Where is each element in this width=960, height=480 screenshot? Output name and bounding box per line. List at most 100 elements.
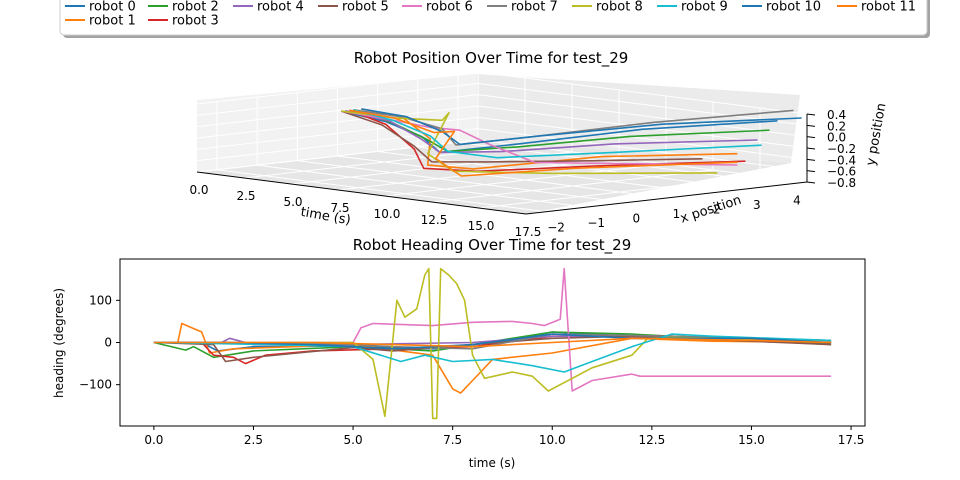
position-xtick-label: 0.0 <box>189 183 208 197</box>
position-ytick-label: 2 <box>713 202 721 216</box>
position-line-robot-7 <box>353 109 794 146</box>
heading-xtick-label: 10.0 <box>539 433 566 447</box>
position-ytick-label: 4 <box>793 193 801 207</box>
legend-label: robot 1 <box>89 14 136 29</box>
legend-label: robot 4 <box>257 0 304 15</box>
floor-pane <box>197 140 791 214</box>
position-ztick-label: −0.6 <box>827 165 856 179</box>
position-xtick-label: 12.5 <box>421 213 448 227</box>
z-tick-mark <box>806 147 816 150</box>
legend-label: robot 5 <box>342 0 389 15</box>
position-xtick-label: 10.0 <box>374 207 401 221</box>
position-xtick-label: 17.5 <box>515 225 542 239</box>
axis-ticks-3d: 0.0 2.5 5.0 7.5 10.0 12.5 15.0 17.5 −2 −1 0 1 2 3 4 0.4… <box>189 108 856 239</box>
legend-label: robot 7 <box>511 0 558 15</box>
heading-lines <box>153 267 832 420</box>
legend-label: robot 11 <box>861 0 916 15</box>
position-xtick-label: 7.5 <box>330 201 349 215</box>
legend-frame <box>59 0 928 36</box>
position-line-robot-11 <box>349 109 738 177</box>
grid-line-z <box>196 116 808 160</box>
heading-ytick-label: −100 <box>79 378 112 392</box>
position-xtick-label: 5.0 <box>283 195 302 209</box>
position-xtick-label: 15.0 <box>468 219 495 233</box>
heading-line-robot-5 <box>153 335 832 363</box>
heading-line-robot-7 <box>153 333 832 350</box>
legend-label: robot 6 <box>426 0 473 15</box>
heading-line-robot-11 <box>153 337 832 348</box>
legend-item-robot-0: robot 0 <box>65 0 136 15</box>
heading-line-robot-8 <box>153 267 832 420</box>
legend-item-robot-7: robot 7 <box>487 0 558 15</box>
z-tick-mark <box>806 113 816 116</box>
position-chart: Robot Position Over Time for test_29 0.0… <box>189 49 889 239</box>
z-tick-mark <box>806 136 816 139</box>
legend-item-robot-2: robot 2 <box>148 0 219 15</box>
heading-chart-title: Robot Heading Over Time for test_29 <box>353 236 632 255</box>
position-line-robot-5 <box>341 110 703 163</box>
grid-line-z <box>196 82 808 126</box>
legend-item-robot-3: robot 3 <box>148 14 219 29</box>
position-ytick-label: −2 <box>547 221 565 235</box>
heading-ytick-label: 100 <box>89 293 112 307</box>
legend-item-robot-10: robot 10 <box>742 0 821 15</box>
position-lines <box>341 108 802 177</box>
position-ylabel: x position <box>678 193 743 227</box>
grid-line-z <box>196 128 808 172</box>
position-ztick-label: −0.4 <box>827 153 856 167</box>
heading-xtick-label: 5.0 <box>344 433 363 447</box>
position-line-robot-8 <box>341 110 718 175</box>
position-chart-title: Robot Position Over Time for test_29 <box>354 49 629 68</box>
heading-line-robot-6 <box>153 267 832 392</box>
legend-item-robot-8: robot 8 <box>572 0 643 15</box>
grid-3d <box>196 71 808 215</box>
heading-xtick-label: 2.5 <box>244 433 263 447</box>
position-ztick-label: −0.2 <box>827 142 856 156</box>
grid-line-z <box>196 139 808 183</box>
legend-item-robot-4: robot 4 <box>233 0 304 15</box>
heading-line-robot-9 <box>153 333 832 373</box>
legend-label: robot 0 <box>89 0 136 15</box>
heading-xtick-label: 12.5 <box>638 433 665 447</box>
position-ytick-label: 0 <box>633 212 641 226</box>
position-line-robot-9 <box>353 109 762 159</box>
heading-xtick-label: 15.0 <box>738 433 765 447</box>
z-tick-mark <box>806 181 816 184</box>
legend-label: robot 10 <box>766 0 821 15</box>
position-xtick-label: 2.5 <box>236 189 255 203</box>
legend-item-robot-11: robot 11 <box>837 0 916 15</box>
heading-ylabel: heading (degrees) <box>52 288 66 398</box>
position-zlabel: y position <box>864 102 890 167</box>
z-tick-mark <box>806 170 816 173</box>
legend-item-robot-6: robot 6 <box>402 0 473 15</box>
heading-xtick-label: 17.5 <box>838 433 865 447</box>
legend-item-robot-1: robot 1 <box>65 14 136 29</box>
heading-xtick-label: 7.5 <box>443 433 462 447</box>
position-ztick-label: 0.0 <box>827 131 846 145</box>
heading-xtick-label: 0.0 <box>144 433 163 447</box>
position-ztick-label: 0.2 <box>827 119 846 133</box>
legend-label: robot 2 <box>172 0 219 15</box>
position-line-robot-10 <box>361 108 802 146</box>
position-ytick-label: −1 <box>587 216 605 230</box>
legend-item-robot-5: robot 5 <box>318 0 389 15</box>
position-line-robot-3 <box>349 109 746 173</box>
axis-line-floor <box>196 171 808 215</box>
z-tick-mark <box>806 158 816 161</box>
z-tick-mark <box>806 124 816 127</box>
legend-label: robot 8 <box>596 0 643 15</box>
legend-label: robot 9 <box>681 0 728 15</box>
heading-ticks: 0.0 2.5 5.0 7.5 10.0 12.5 15.0 17.5 100 0 −100 <box>79 293 864 447</box>
grid-line-z <box>196 71 808 115</box>
position-ztick-label: −0.8 <box>827 176 856 190</box>
position-ytick-label: 1 <box>673 207 681 221</box>
heading-chart: Robot Heading Over Time for test_29 0.0 2… <box>52 236 866 470</box>
position-ytick-label: 3 <box>753 198 761 212</box>
heading-ytick-label: 0 <box>104 336 112 350</box>
legend-item-robot-9: robot 9 <box>657 0 728 15</box>
heading-xlabel: time (s) <box>469 456 516 470</box>
position-ztick-label: 0.4 <box>827 108 846 122</box>
legend-label: robot 3 <box>172 14 219 29</box>
